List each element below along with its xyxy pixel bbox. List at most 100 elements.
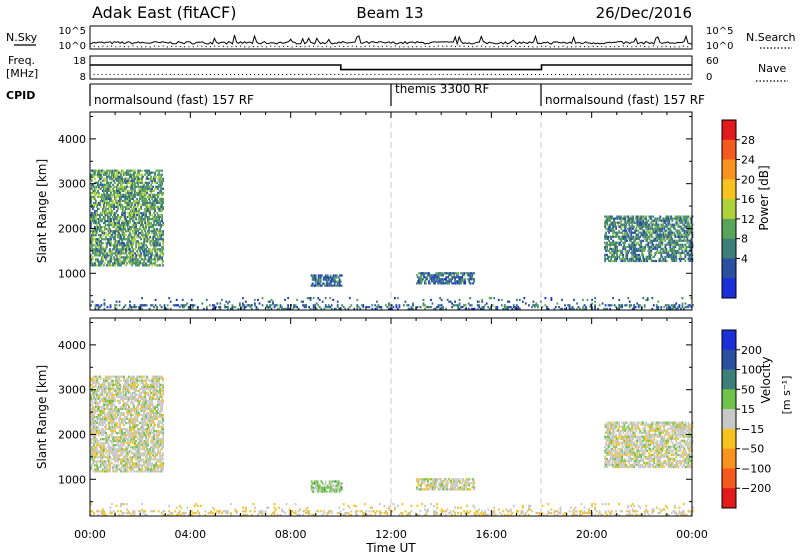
- echo-cell: [158, 216, 160, 219]
- echo-cell: [114, 448, 116, 451]
- echo-cell: [473, 278, 476, 281]
- echo-cell: [142, 250, 144, 253]
- echo-cell: [118, 222, 120, 225]
- echo-cell: [665, 255, 668, 258]
- echo-cell: [132, 195, 134, 198]
- echo-cell: [612, 231, 614, 234]
- echo-cell: [626, 231, 629, 234]
- echo-cell: [440, 272, 442, 275]
- echo-cell: [110, 175, 112, 178]
- echo-cell: [337, 276, 340, 279]
- echo-cell: [469, 278, 472, 281]
- echo-cell: [119, 256, 121, 259]
- echo-cell: [132, 187, 134, 190]
- echo-cell: [616, 257, 618, 261]
- nsearch-point: [278, 46, 280, 48]
- echo-cell: [323, 284, 326, 287]
- echo-cell: [110, 448, 112, 451]
- echo-cell: [636, 255, 639, 258]
- echo-cell: [148, 256, 150, 259]
- nsearch-point: [678, 46, 680, 48]
- echo-cell: [93, 405, 95, 408]
- echo-cell: [546, 306, 548, 309]
- echo-cell: [132, 256, 134, 259]
- echo-cell: [606, 215, 608, 218]
- echo-cell: [607, 257, 609, 261]
- echo-cell: [637, 253, 640, 256]
- echo-cell: [316, 284, 319, 287]
- echo-cell: [106, 415, 108, 419]
- echo-cell: [150, 191, 152, 194]
- echo-cell: [148, 264, 150, 267]
- echo-cell: [91, 403, 93, 406]
- echo-cell: [254, 302, 256, 305]
- echo-cell: [148, 258, 150, 261]
- echo-cell: [308, 306, 310, 309]
- echo-cell: [310, 274, 313, 277]
- echo-cell: [336, 304, 339, 307]
- echo-cell: [155, 185, 157, 188]
- echo-cell: [110, 407, 112, 411]
- echo-cell: [333, 284, 336, 287]
- echo-cell: [118, 446, 120, 449]
- echo-cell: [458, 280, 460, 283]
- echo-cell: [652, 245, 655, 248]
- echo-cell: [112, 446, 114, 449]
- echo-cell: [110, 209, 112, 213]
- echo-cell: [106, 438, 108, 441]
- echo-cell: [639, 239, 642, 242]
- echo-cell: [137, 262, 139, 265]
- echo-cell: [317, 280, 320, 283]
- echo-cell: [490, 297, 493, 300]
- echo-cell: [139, 304, 142, 307]
- date-title: 26/Dec/2016: [596, 4, 692, 22]
- echo-cell: [96, 209, 98, 213]
- echo-cell: [321, 300, 324, 303]
- echo-cell: [103, 454, 105, 457]
- echo-cell: [162, 242, 164, 245]
- echo-cell: [97, 306, 100, 309]
- echo-cell: [92, 442, 94, 445]
- echo-cell: [100, 444, 102, 447]
- echo-cell: [109, 171, 111, 174]
- echo-cell: [95, 230, 97, 233]
- echo-cell: [118, 240, 120, 243]
- echo-cell: [98, 440, 100, 443]
- echo-cell: [142, 264, 144, 267]
- echo-cell: [319, 276, 322, 279]
- echo-cell: [607, 215, 609, 218]
- echo-cell: [154, 214, 156, 217]
- echo-cell: [147, 183, 149, 186]
- nave-point: [125, 73, 127, 76]
- echo-cell: [637, 306, 640, 309]
- echo-cell: [156, 254, 158, 257]
- echo-cell: [158, 201, 160, 205]
- echo-cell: [680, 219, 683, 222]
- echo-cell: [161, 205, 163, 209]
- echo-cell: [675, 243, 678, 246]
- nave-point: [322, 73, 324, 76]
- echo-cell: [679, 237, 682, 240]
- echo-cell: [660, 229, 663, 232]
- echo-cell: [98, 234, 100, 237]
- echo-cell: [119, 185, 121, 188]
- echo-cell: [674, 249, 677, 252]
- echo-cell: [604, 237, 606, 240]
- echo-cell: [610, 247, 612, 250]
- echo-cell: [119, 422, 121, 425]
- echo-cell: [93, 440, 95, 443]
- echo-cell: [107, 238, 109, 241]
- echo-cell: [329, 274, 332, 277]
- echo-cell: [670, 235, 673, 238]
- echo-cell: [155, 230, 157, 233]
- echo-cell: [407, 304, 410, 307]
- echo-cell: [159, 242, 161, 245]
- echo-cell: [650, 259, 653, 263]
- echo-cell: [678, 237, 681, 240]
- echo-cell: [113, 236, 115, 239]
- echo-cell: [123, 214, 125, 217]
- echo-cell: [155, 205, 157, 209]
- echo-cell: [152, 207, 154, 211]
- echo-cell: [151, 177, 153, 180]
- echo-cell: [92, 205, 94, 209]
